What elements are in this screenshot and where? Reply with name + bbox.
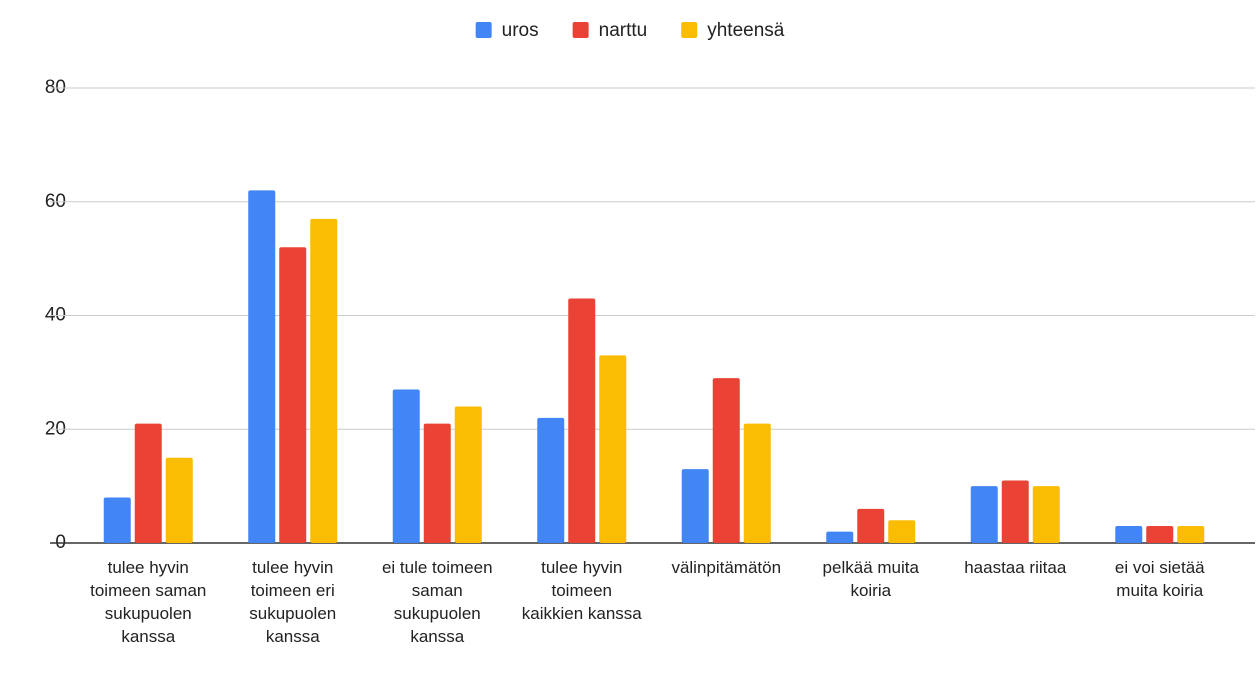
bar — [423, 423, 451, 543]
bar — [1032, 486, 1060, 543]
x-tick-label: haastaa riitaa — [964, 558, 1067, 577]
bar — [103, 497, 131, 543]
bar — [392, 389, 420, 543]
x-tick-label: ei tule toimeen saman sukupuolen kanssa — [381, 558, 493, 646]
bar — [248, 190, 276, 543]
x-tick-label: välinpitämätön — [671, 558, 782, 577]
bar — [970, 486, 998, 543]
legend-swatch — [475, 22, 492, 38]
bar — [454, 406, 482, 543]
bar — [857, 508, 885, 543]
bar — [568, 298, 596, 543]
bar — [310, 218, 338, 543]
x-tick-label: tulee hyvin toimeen eri sukupuolen kanss… — [249, 558, 337, 646]
x-tick-label: tulee hyvin toimeen kaikkien kanssa — [521, 558, 642, 623]
bar — [537, 417, 565, 543]
bar — [134, 423, 162, 543]
bar — [826, 531, 854, 543]
bar — [743, 423, 771, 543]
bar — [1146, 525, 1174, 543]
bar — [279, 247, 307, 543]
bar — [1115, 525, 1143, 543]
x-tick-label: ei voi sietää muita koiria — [1114, 558, 1205, 600]
x-tick-label: tulee hyvin toimeen saman sukupuolen kan… — [90, 558, 207, 646]
bar — [1001, 480, 1029, 543]
bar — [165, 457, 193, 543]
bar — [888, 520, 916, 543]
x-tick-label: pelkää muita koiria — [822, 558, 919, 600]
bar — [712, 378, 740, 543]
bar — [681, 469, 709, 543]
bar — [599, 355, 627, 543]
legend-label: yhteensä — [707, 20, 785, 41]
legend-swatch — [681, 22, 698, 38]
legend-label: narttu — [599, 20, 648, 41]
legend-swatch — [572, 22, 589, 38]
legend-label: uros — [502, 20, 539, 41]
bar — [1177, 525, 1205, 543]
